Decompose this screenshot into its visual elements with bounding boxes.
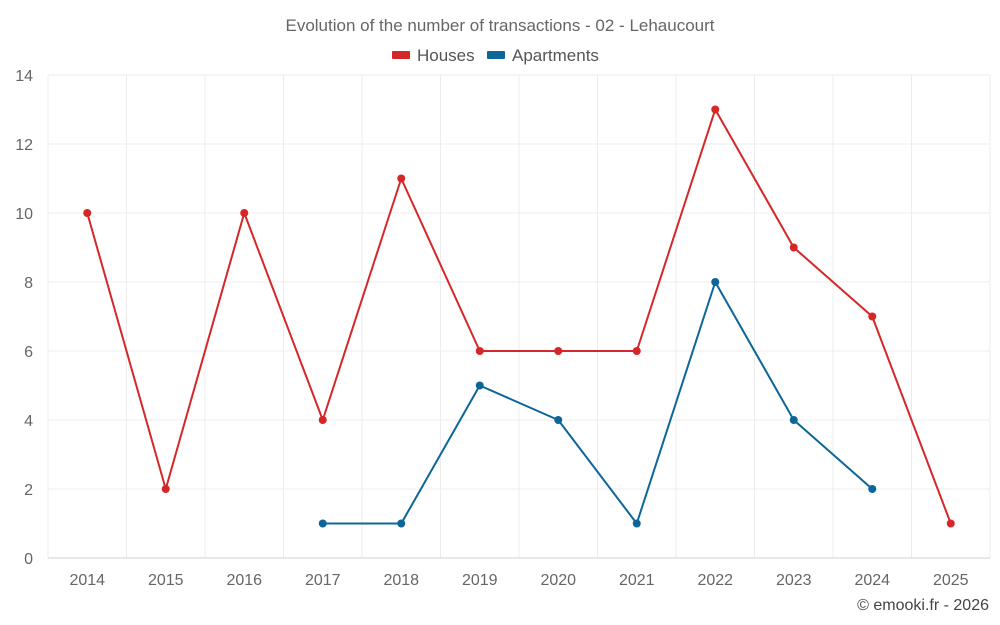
y-tick-label: 8 bbox=[24, 275, 33, 292]
y-tick-label: 2 bbox=[24, 482, 33, 499]
y-tick-label: 12 bbox=[15, 137, 33, 154]
legend-swatch bbox=[487, 51, 505, 59]
x-tick-label: 2018 bbox=[383, 572, 419, 589]
data-point[interactable] bbox=[632, 347, 641, 355]
data-point[interactable] bbox=[554, 416, 563, 424]
legend: Houses Apartments bbox=[392, 46, 599, 65]
data-point[interactable] bbox=[397, 174, 406, 183]
x-tick-label: 2022 bbox=[697, 572, 733, 589]
x-tick-label: 2021 bbox=[619, 572, 655, 589]
data-point[interactable] bbox=[946, 519, 955, 528]
data-point[interactable] bbox=[475, 347, 484, 355]
data-point[interactable] bbox=[318, 416, 327, 424]
x-tick-label: 2024 bbox=[854, 572, 890, 589]
y-tick-label: 0 bbox=[24, 551, 33, 568]
legend-swatch bbox=[392, 51, 410, 59]
data-point[interactable] bbox=[789, 243, 798, 252]
y-tick-label: 4 bbox=[24, 413, 33, 430]
series-line bbox=[86, 108, 952, 524]
x-tick-label: 2023 bbox=[776, 572, 812, 589]
data-point[interactable] bbox=[711, 278, 720, 286]
data-point[interactable] bbox=[554, 347, 563, 355]
data-point[interactable] bbox=[475, 381, 484, 390]
x-tick-label: 2019 bbox=[462, 572, 498, 589]
series-apartments bbox=[318, 278, 877, 528]
data-point[interactable] bbox=[632, 519, 641, 528]
data-point[interactable] bbox=[83, 209, 92, 217]
x-tick-label: 2025 bbox=[933, 572, 969, 589]
legend-label: Apartments bbox=[512, 46, 599, 65]
grid bbox=[47, 74, 991, 559]
y-axis: 0 2 4 6 8 10 12 14 bbox=[15, 68, 33, 568]
data-point[interactable] bbox=[868, 312, 877, 321]
legend-item-apartments[interactable]: Apartments bbox=[487, 46, 599, 65]
x-tick-label: 2014 bbox=[69, 572, 105, 589]
x-tick-label: 2015 bbox=[148, 572, 184, 589]
data-point[interactable] bbox=[868, 485, 877, 493]
data-point[interactable] bbox=[789, 416, 798, 424]
series bbox=[83, 105, 955, 528]
chart-title: Evolution of the number of transactions … bbox=[285, 16, 714, 35]
y-tick-label: 14 bbox=[15, 68, 33, 85]
data-point[interactable] bbox=[240, 209, 249, 217]
data-point[interactable] bbox=[318, 519, 327, 528]
credit-text: © emooki.fr - 2026 bbox=[857, 597, 989, 614]
x-tick-label: 2020 bbox=[540, 572, 576, 589]
x-tick-label: 2016 bbox=[226, 572, 262, 589]
data-point[interactable] bbox=[711, 105, 720, 114]
data-point[interactable] bbox=[397, 519, 406, 528]
series-line bbox=[322, 281, 873, 525]
data-point[interactable] bbox=[161, 485, 170, 493]
legend-item-houses[interactable]: Houses bbox=[392, 46, 475, 65]
series-houses bbox=[83, 105, 955, 528]
x-tick-label: 2017 bbox=[305, 572, 341, 589]
y-tick-label: 10 bbox=[15, 206, 33, 223]
x-axis: 2014 2015 2016 2017 2018 2019 2020 2021 2022 2023… bbox=[69, 572, 968, 589]
y-tick-label: 6 bbox=[24, 344, 33, 361]
legend-label: Houses bbox=[417, 46, 475, 65]
